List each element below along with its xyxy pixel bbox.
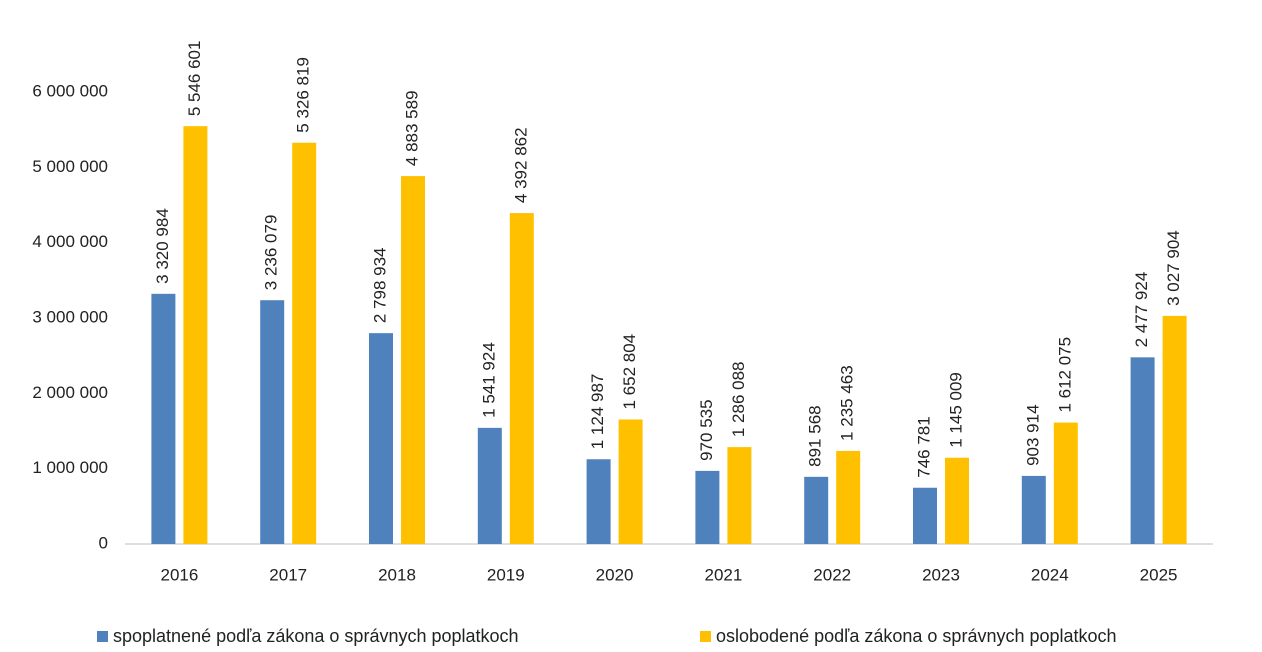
value-label: 903 914 — [1023, 404, 1042, 465]
x-tick-label: 2019 — [487, 565, 525, 584]
bar — [1162, 315, 1187, 544]
bar — [945, 457, 969, 544]
value-label: 3 236 079 — [262, 215, 281, 291]
x-tick-label: 2016 — [160, 565, 198, 584]
value-label: 891 568 — [806, 405, 825, 466]
bar — [292, 142, 317, 545]
legend-label: spoplatnené podľa zákona o správnych pop… — [113, 626, 519, 646]
x-tick-label: 2024 — [1031, 565, 1069, 584]
x-tick-label: 2021 — [704, 565, 742, 584]
value-label: 5 326 819 — [294, 57, 313, 133]
y-tick-label: 0 — [99, 533, 108, 552]
value-label: 4 883 589 — [402, 90, 421, 166]
bar — [1130, 357, 1155, 544]
x-tick-label: 2025 — [1140, 565, 1178, 584]
value-label: 970 535 — [697, 399, 716, 460]
value-label: 746 781 — [914, 416, 933, 477]
value-label: 1 145 009 — [946, 372, 965, 448]
x-tick-label: 2018 — [378, 565, 416, 584]
value-label: 1 652 804 — [620, 334, 639, 410]
bar — [183, 126, 208, 544]
bar — [1021, 475, 1046, 544]
y-tick-label: 2 000 000 — [32, 383, 108, 402]
x-tick-label: 2023 — [922, 565, 960, 584]
value-label: 1 124 987 — [588, 374, 607, 450]
x-tick-label: 2017 — [269, 565, 307, 584]
bar — [401, 176, 425, 544]
value-label: 1 235 463 — [838, 365, 857, 441]
bar — [804, 476, 829, 544]
bar — [477, 427, 502, 544]
value-label: 1 286 088 — [729, 361, 748, 437]
y-tick-label: 6 000 000 — [32, 81, 108, 100]
value-label: 2 477 924 — [1132, 272, 1151, 348]
bar — [727, 447, 752, 544]
y-tick-label: 4 000 000 — [32, 232, 108, 251]
bar — [509, 213, 534, 545]
bar — [913, 487, 937, 544]
x-tick-label: 2020 — [596, 565, 634, 584]
bar — [369, 333, 393, 544]
legend-swatch — [700, 631, 711, 642]
bar — [586, 459, 611, 544]
value-label: 3 320 984 — [153, 208, 172, 284]
legend-label: oslobodené podľa zákona o správnych popl… — [716, 626, 1117, 646]
value-label: 5 546 601 — [185, 41, 204, 117]
value-label: 1 541 924 — [479, 342, 498, 418]
value-label: 4 392 862 — [511, 127, 530, 203]
bar — [1053, 422, 1078, 544]
value-label: 3 027 904 — [1164, 230, 1183, 306]
x-tick-label: 2022 — [813, 565, 851, 584]
bar — [618, 419, 643, 544]
legend-swatch — [97, 631, 108, 642]
bar — [151, 293, 176, 544]
y-tick-label: 3 000 000 — [32, 307, 108, 326]
value-label: 1 612 075 — [1055, 337, 1074, 413]
y-tick-label: 5 000 000 — [32, 157, 108, 176]
bar — [836, 450, 861, 544]
value-label: 2 798 934 — [370, 248, 389, 324]
y-tick-label: 1 000 000 — [32, 458, 108, 477]
bar — [260, 300, 285, 544]
bar — [695, 470, 720, 544]
